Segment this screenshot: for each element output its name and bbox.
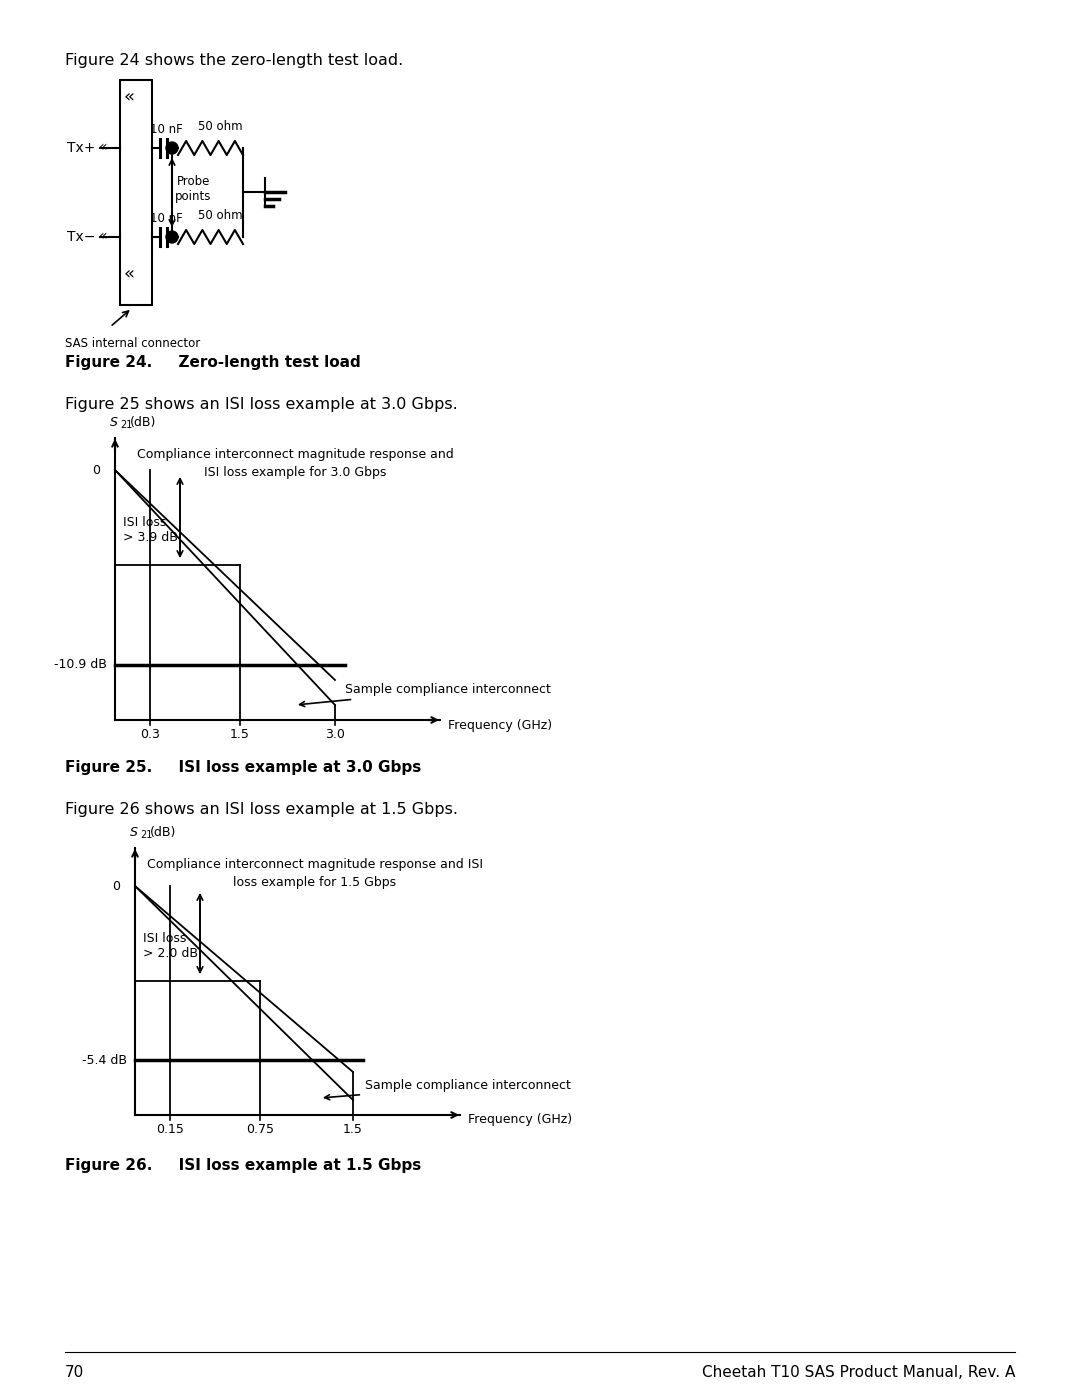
Text: -5.4 dB: -5.4 dB xyxy=(82,1053,127,1066)
Text: Tx+: Tx+ xyxy=(67,141,95,155)
Text: (dB): (dB) xyxy=(130,416,157,429)
Text: Frequency (GHz): Frequency (GHz) xyxy=(468,1113,572,1126)
Text: «: « xyxy=(124,88,135,106)
Text: ISI loss
> 2.0 dB: ISI loss > 2.0 dB xyxy=(143,932,198,960)
Text: 0: 0 xyxy=(92,464,100,476)
Text: «: « xyxy=(99,140,108,154)
Text: «: « xyxy=(99,229,108,243)
Text: 0.15: 0.15 xyxy=(157,1123,184,1136)
Bar xyxy=(120,80,152,305)
Text: Sample compliance interconnect: Sample compliance interconnect xyxy=(325,1080,571,1099)
Text: Figure 24.     Zero-length test load: Figure 24. Zero-length test load xyxy=(65,355,361,370)
Text: (dB): (dB) xyxy=(150,826,176,840)
Text: Compliance interconnect magnitude response and ISI: Compliance interconnect magnitude respon… xyxy=(147,858,483,870)
Text: Figure 25 shows an ISI loss example at 3.0 Gbps.: Figure 25 shows an ISI loss example at 3… xyxy=(65,397,458,412)
Text: Frequency (GHz): Frequency (GHz) xyxy=(448,718,552,732)
Circle shape xyxy=(166,231,178,243)
Text: Figure 25.     ISI loss example at 3.0 Gbps: Figure 25. ISI loss example at 3.0 Gbps xyxy=(65,760,421,775)
Text: Tx−: Tx− xyxy=(67,231,95,244)
Text: 21: 21 xyxy=(140,830,152,840)
Text: 3.0: 3.0 xyxy=(325,728,345,740)
Text: Figure 24 shows the zero-length test load.: Figure 24 shows the zero-length test loa… xyxy=(65,53,403,68)
Text: 0.3: 0.3 xyxy=(140,728,160,740)
Text: 50 ohm: 50 ohm xyxy=(198,120,243,133)
Text: Probe
points: Probe points xyxy=(175,175,212,203)
Text: 0.75: 0.75 xyxy=(246,1123,274,1136)
Text: Figure 26.     ISI loss example at 1.5 Gbps: Figure 26. ISI loss example at 1.5 Gbps xyxy=(65,1158,421,1173)
Circle shape xyxy=(166,142,178,154)
Text: 70: 70 xyxy=(65,1365,84,1380)
Text: SAS internal connector: SAS internal connector xyxy=(65,337,200,351)
Text: S: S xyxy=(110,416,118,429)
Text: 10 nF: 10 nF xyxy=(150,212,183,225)
Text: loss example for 1.5 Gbps: loss example for 1.5 Gbps xyxy=(233,876,396,888)
Text: 10 nF: 10 nF xyxy=(150,123,183,136)
Text: 50 ohm: 50 ohm xyxy=(198,210,243,222)
Text: Compliance interconnect magnitude response and: Compliance interconnect magnitude respon… xyxy=(137,448,454,461)
Text: 21: 21 xyxy=(120,420,133,430)
Text: -10.9 dB: -10.9 dB xyxy=(54,658,107,672)
Text: Figure 26 shows an ISI loss example at 1.5 Gbps.: Figure 26 shows an ISI loss example at 1… xyxy=(65,802,458,817)
Text: Sample compliance interconnect: Sample compliance interconnect xyxy=(299,683,551,707)
Text: 0: 0 xyxy=(112,880,120,893)
Text: 1.5: 1.5 xyxy=(230,728,249,740)
Text: «: « xyxy=(124,265,135,284)
Text: Cheetah T10 SAS Product Manual, Rev. A: Cheetah T10 SAS Product Manual, Rev. A xyxy=(702,1365,1015,1380)
Text: S: S xyxy=(130,826,138,840)
Text: ISI loss
> 3.9 dB: ISI loss > 3.9 dB xyxy=(123,515,178,543)
Text: ISI loss example for 3.0 Gbps: ISI loss example for 3.0 Gbps xyxy=(204,467,387,479)
Text: 1.5: 1.5 xyxy=(343,1123,363,1136)
